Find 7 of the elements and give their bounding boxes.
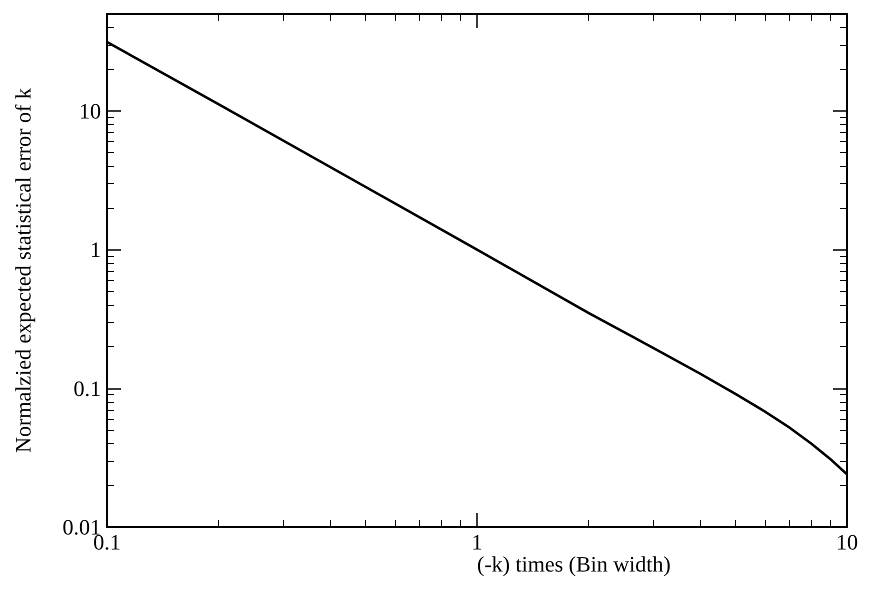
x-tick-label: 1 bbox=[472, 530, 482, 554]
x-axis-title: (-k) times (Bin width) bbox=[477, 552, 671, 576]
y-axis-title: Normalzied expected statistical error of k bbox=[10, 88, 36, 453]
y-tick-label: 10 bbox=[79, 98, 101, 124]
x-tick-label: 10 bbox=[836, 530, 858, 554]
y-tick-label: 1 bbox=[90, 237, 101, 262]
y-tick-label: 0.1 bbox=[74, 376, 101, 401]
